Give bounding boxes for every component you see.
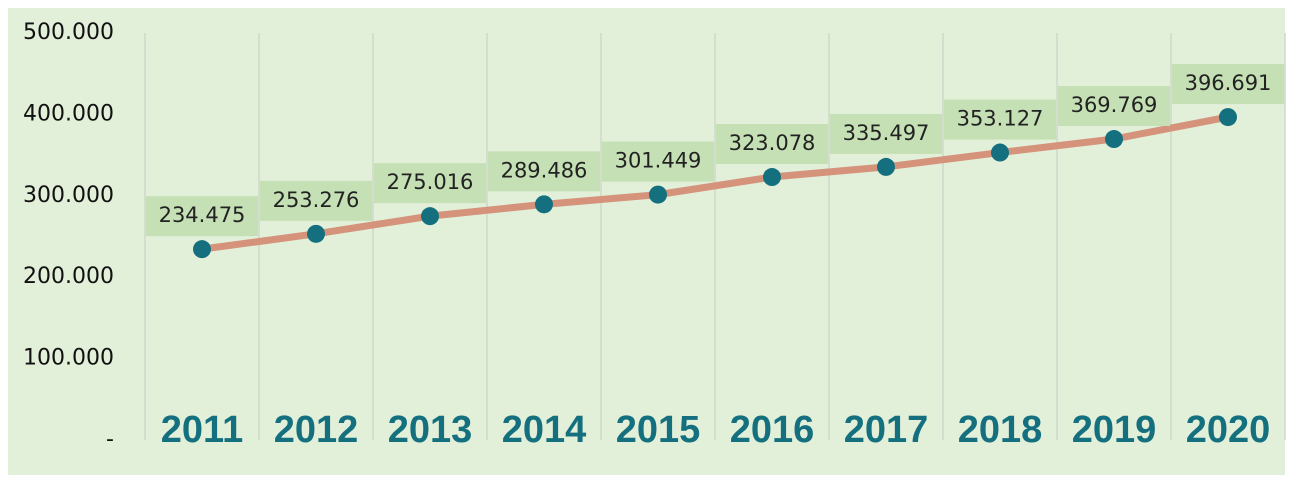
y-tick-label: 100.000 bbox=[23, 346, 114, 371]
x-tick-label: 2013 bbox=[388, 409, 473, 451]
label-box bbox=[716, 124, 828, 165]
x-tick-label: 2014 bbox=[502, 409, 587, 451]
x-tick-label: 2012 bbox=[274, 409, 359, 451]
value-label: 289.486 bbox=[501, 158, 588, 182]
label-box bbox=[260, 180, 372, 221]
x-tick-label: 2017 bbox=[844, 409, 929, 451]
value-label: 301.449 bbox=[615, 149, 702, 173]
x-tick-label: 2015 bbox=[616, 409, 701, 451]
marker bbox=[649, 185, 667, 204]
label-box bbox=[488, 151, 600, 192]
y-tick-label: 300.000 bbox=[23, 183, 114, 208]
x-tick-label: 2019 bbox=[1072, 409, 1157, 451]
value-label: 234.475 bbox=[159, 203, 246, 227]
line bbox=[201, 113, 1229, 253]
chart-background bbox=[8, 8, 1285, 475]
x-tick-label: 2016 bbox=[730, 409, 815, 451]
x-tick-label: 2018 bbox=[958, 409, 1043, 451]
marker bbox=[1105, 130, 1123, 149]
marker bbox=[307, 224, 325, 243]
marker bbox=[193, 240, 211, 259]
x-tick-label: 2011 bbox=[161, 409, 243, 451]
value-label: 335.497 bbox=[843, 121, 930, 145]
y-tick-label: 200.000 bbox=[23, 264, 114, 289]
value-label: 275.016 bbox=[387, 170, 474, 194]
marker bbox=[877, 157, 895, 176]
value-label: 369.769 bbox=[1071, 93, 1158, 117]
value-label: 353.127 bbox=[957, 107, 1044, 131]
x-tick-label: 2020 bbox=[1186, 409, 1271, 451]
label-box bbox=[146, 196, 258, 237]
y-tick-label: 400.000 bbox=[23, 101, 114, 126]
y-tick-label: 500.000 bbox=[23, 20, 114, 45]
label-box bbox=[1172, 64, 1284, 105]
marker bbox=[421, 207, 439, 226]
y-tick-label: - bbox=[106, 427, 114, 452]
marker bbox=[763, 168, 781, 187]
value-label: 396.691 bbox=[1185, 71, 1272, 95]
marker bbox=[991, 143, 1009, 162]
label-box bbox=[1058, 86, 1170, 127]
label-box bbox=[830, 113, 942, 154]
label-box bbox=[602, 141, 714, 182]
label-box bbox=[944, 99, 1056, 140]
marker bbox=[1219, 108, 1237, 127]
value-label: 253.276 bbox=[273, 188, 360, 212]
label-box bbox=[374, 163, 486, 204]
value-label: 323.078 bbox=[729, 131, 816, 155]
marker bbox=[535, 195, 553, 214]
